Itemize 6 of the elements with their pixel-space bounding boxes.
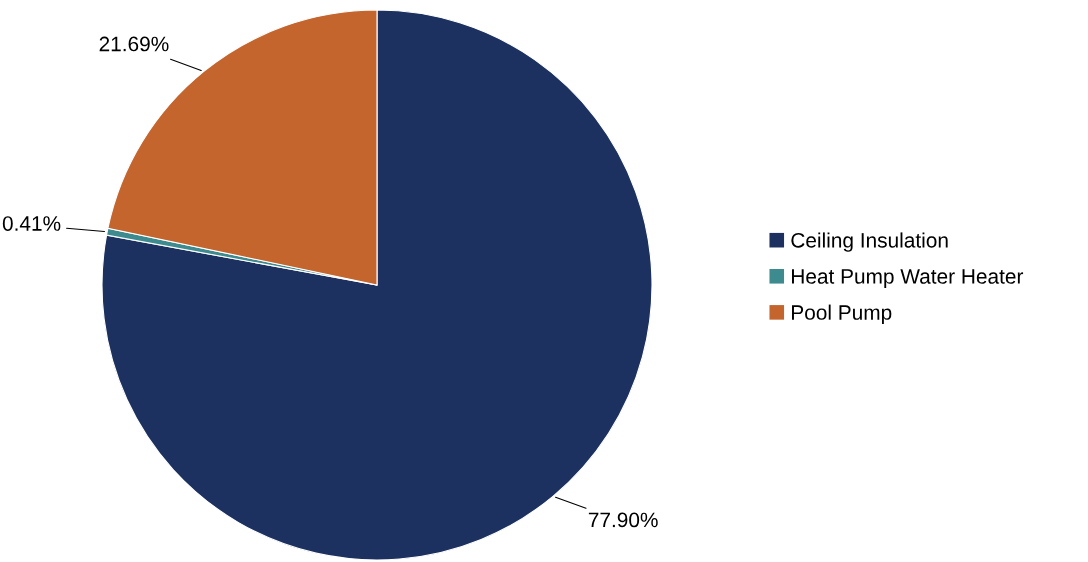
data-label: 77.90%	[588, 512, 658, 528]
legend-label: Ceiling Insulation	[791, 232, 948, 252]
data-label: 21.69%	[99, 36, 169, 52]
legend-label: Pool Pump	[792, 304, 892, 324]
data-label: 0.41%	[2, 216, 61, 231]
legend-label: Heat Pump Water Heater	[792, 269, 1024, 288]
